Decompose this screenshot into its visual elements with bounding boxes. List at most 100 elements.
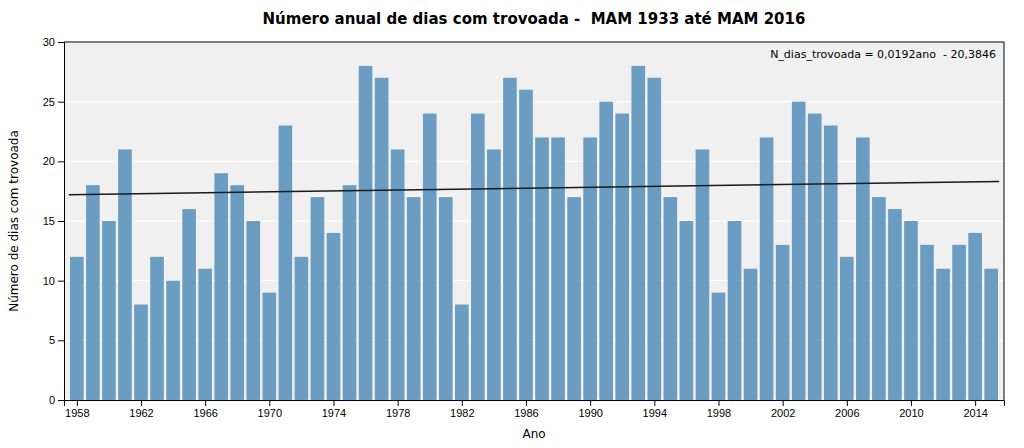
axis-line: [65, 401, 1005, 407]
plot-background: [64, 42, 1004, 400]
tick: 20: [43, 155, 64, 167]
tick-mark: [205, 400, 206, 406]
tick: 2006: [835, 400, 859, 419]
tick: 1978: [386, 400, 410, 419]
bar: [263, 293, 277, 400]
bar: [519, 90, 533, 400]
tick-label: 1970: [258, 407, 282, 419]
tick-mark: [783, 400, 784, 406]
bar: [70, 257, 84, 400]
y-axis: 0 5 10 15 20 25 30: [43, 36, 65, 406]
tick-mark: [462, 400, 463, 406]
bar: [808, 114, 822, 400]
bar: [311, 197, 325, 400]
bar: [792, 102, 806, 400]
tick-mark: [847, 400, 848, 406]
bar: [888, 209, 902, 400]
tick-mark: [590, 400, 591, 406]
tick: 0: [49, 394, 64, 406]
tick-label: 1994: [643, 407, 667, 419]
tick: 2002: [771, 400, 795, 419]
tick-label: 0: [49, 394, 55, 406]
bar: [86, 185, 100, 400]
tick-label: 15: [43, 215, 55, 227]
tick: 2010: [899, 400, 923, 419]
tick-label: 1958: [65, 407, 89, 419]
bar: [680, 221, 694, 400]
tick-label: 2010: [899, 407, 923, 419]
tick-mark: [654, 400, 655, 406]
tick: 1962: [129, 400, 153, 419]
tick-label: 2014: [963, 407, 987, 419]
tick: 25: [43, 96, 64, 108]
bar: [391, 149, 405, 400]
bar: [936, 269, 950, 400]
bar: [615, 114, 629, 400]
bar: [150, 257, 164, 400]
bar: [840, 257, 854, 400]
grid-line: [64, 101, 1004, 102]
bar: [327, 233, 341, 400]
tick: 1966: [193, 400, 217, 419]
grid-line: [64, 42, 1004, 43]
bar: [744, 269, 758, 400]
bar: [776, 245, 790, 400]
bar: [423, 114, 437, 400]
tick-label: 20: [43, 155, 55, 167]
tick-label: 30: [43, 36, 55, 48]
title: Número anual de dias com trovoada - MAM …: [263, 10, 806, 28]
tick-mark: [58, 161, 64, 162]
tick-label: 1974: [322, 407, 346, 419]
bar: [102, 221, 116, 400]
tick-mark: [58, 42, 64, 43]
x-axis-label: Ano: [522, 427, 545, 441]
x-axis: 1958196219661970197419781982198619901994…: [65, 400, 1005, 419]
bar: [647, 78, 661, 400]
tick-label: 10: [43, 275, 55, 287]
tick-label: 1998: [707, 407, 731, 419]
tick: 1970: [258, 400, 282, 419]
y-axis-label: Número de dias com trovoada: [7, 130, 21, 312]
annotation: N_dias_trovoada = 0,0192ano - 20,3846: [770, 48, 996, 61]
bar: [535, 137, 549, 400]
tick-mark: [58, 102, 64, 103]
tick-mark: [58, 221, 64, 222]
bar: [872, 197, 886, 400]
tick: 1990: [578, 400, 602, 419]
bar: [455, 305, 469, 400]
bar: [166, 281, 180, 400]
axis-line: [58, 43, 65, 401]
marks: [69, 66, 999, 400]
bar: [567, 197, 581, 400]
bar: [824, 126, 838, 400]
tick-mark: [975, 400, 976, 406]
tick-label: 1978: [386, 407, 410, 419]
tick-label: 2002: [771, 407, 795, 419]
bar: [343, 185, 357, 400]
tick-mark: [58, 400, 64, 401]
tick-label: 1966: [193, 407, 217, 419]
tick-label: 1982: [450, 407, 474, 419]
bar: [359, 66, 373, 400]
tick-mark: [718, 400, 719, 406]
tick: 10: [43, 275, 64, 287]
bar: [712, 293, 726, 400]
tick-label: 5: [49, 334, 55, 346]
tick-mark: [269, 400, 270, 406]
bar: [487, 149, 501, 400]
bar: [407, 197, 421, 400]
axis-line: [1004, 42, 1005, 400]
bar: [920, 245, 934, 400]
tick: 1994: [643, 400, 667, 419]
tick-mark: [58, 281, 64, 282]
tick-mark: [333, 400, 334, 406]
bar: [631, 66, 645, 400]
trend-line: [69, 181, 999, 194]
bar: [471, 114, 485, 400]
tick: 15: [43, 215, 64, 227]
grid: [64, 42, 1004, 400]
bar: [118, 149, 132, 400]
tick-mark: [58, 340, 64, 341]
tick: 1998: [707, 400, 731, 419]
tick-label: 2006: [835, 407, 859, 419]
